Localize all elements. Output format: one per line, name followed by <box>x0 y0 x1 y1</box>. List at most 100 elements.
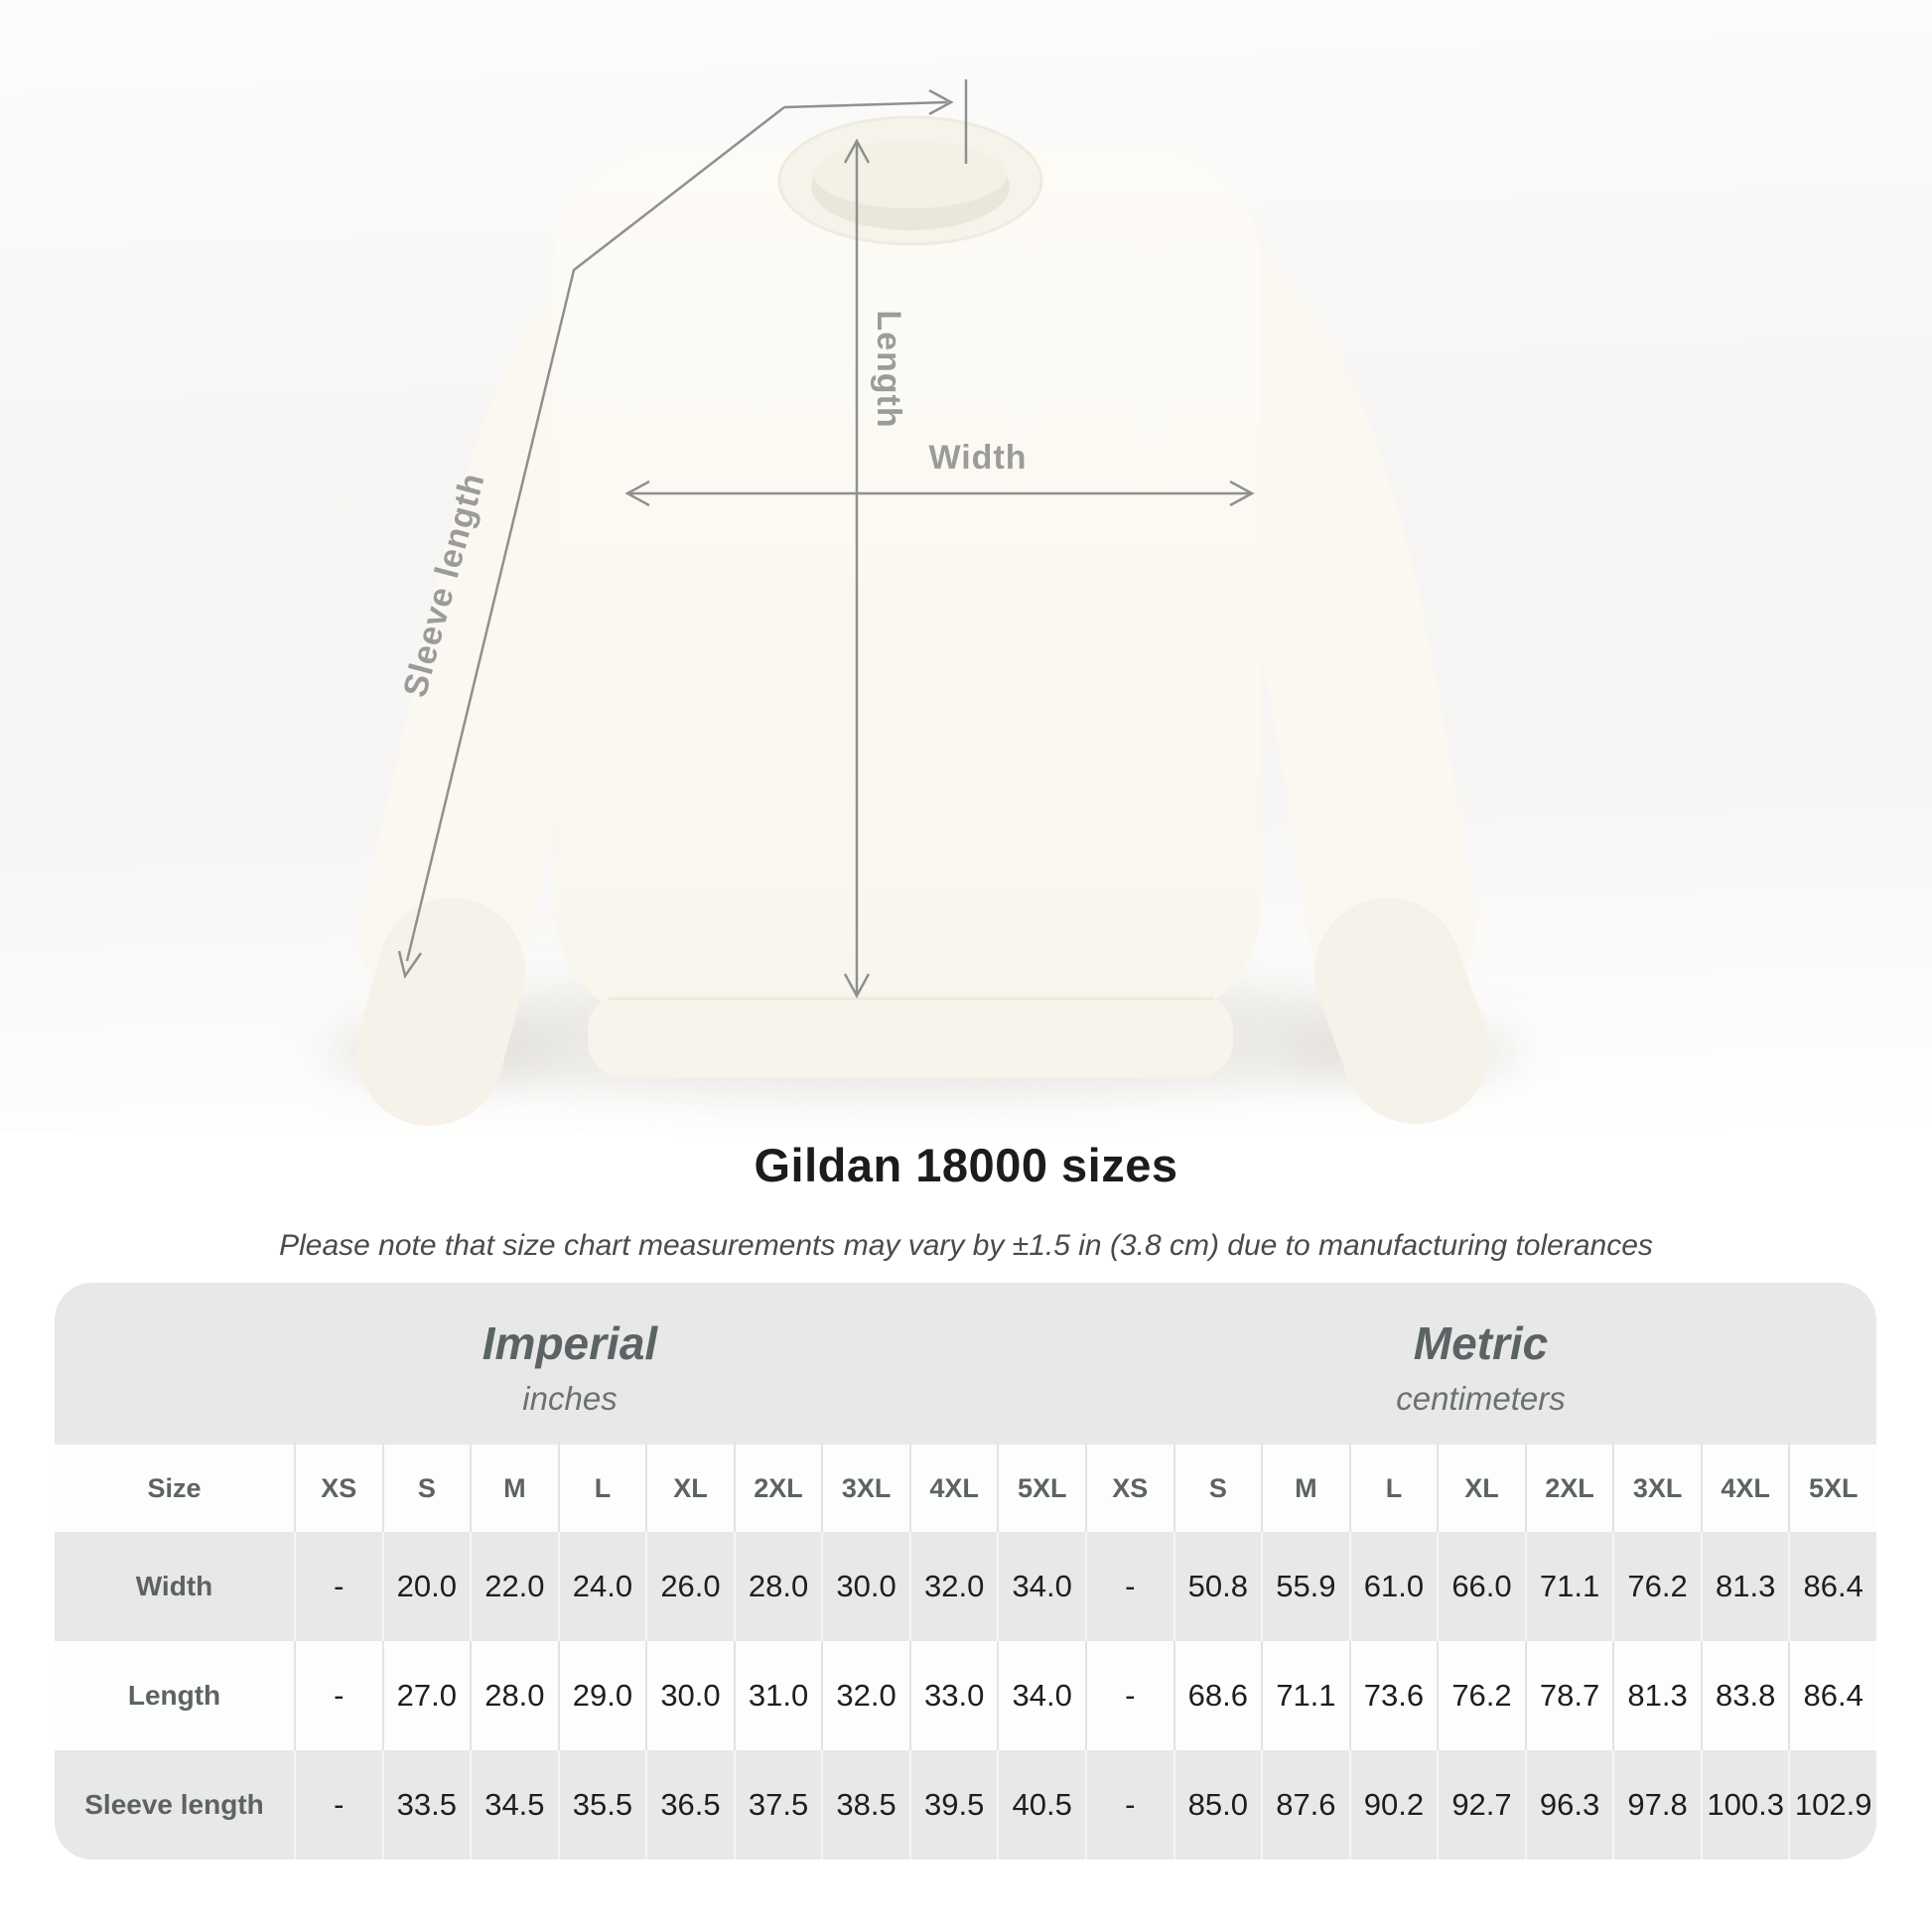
right-cuff <box>1314 897 1489 1124</box>
value-cell: 26.0 <box>645 1532 734 1641</box>
value-cell: 22.0 <box>470 1532 558 1641</box>
value-cell: 86.4 <box>1788 1532 1876 1641</box>
arrowhead-right <box>928 88 954 116</box>
value-cell: 30.0 <box>821 1532 909 1641</box>
value-cell: 28.0 <box>733 1532 822 1641</box>
value-cell: 35.5 <box>557 1750 646 1860</box>
value-cell: - <box>294 1641 382 1750</box>
collar-seam <box>777 115 1043 246</box>
size-header: 5XL <box>997 1445 1085 1532</box>
length-label: Length <box>870 310 907 428</box>
value-cell: 61.0 <box>1348 1532 1438 1641</box>
size-header: 4XL <box>1700 1445 1789 1532</box>
size-header: XL <box>1437 1445 1525 1532</box>
value-cell: 33.0 <box>908 1641 998 1750</box>
unit-section-header: Imperial inches Metric centimeters <box>55 1283 1876 1445</box>
value-cell: 27.0 <box>381 1641 471 1750</box>
value-cell: 76.2 <box>1437 1641 1525 1750</box>
value-cell: - <box>1085 1532 1173 1641</box>
size-column-header: Size <box>147 1472 202 1503</box>
size-header-row: Size XS S M L XL 2XL 3XL 4XL 5XL XS S M … <box>55 1445 1876 1532</box>
value-cell: - <box>294 1750 382 1860</box>
size-header: L <box>1348 1445 1438 1532</box>
sweatshirt-measurement-diagram: Length Width Sleeve length <box>323 79 1521 1126</box>
metric-section-header: Metric centimeters <box>1085 1283 1876 1445</box>
hem-band <box>588 994 1233 1077</box>
value-cell: 90.2 <box>1348 1750 1438 1860</box>
value-cell: 39.5 <box>908 1750 998 1860</box>
arrowhead-left <box>624 480 650 507</box>
imperial-section-header: Imperial inches <box>55 1283 1085 1445</box>
size-table: Imperial inches Metric centimeters Size … <box>55 1283 1876 1860</box>
value-cell: 55.9 <box>1261 1532 1349 1641</box>
value-cell: 28.0 <box>470 1641 558 1750</box>
metric-units: centimeters <box>1396 1379 1566 1417</box>
value-cell: 29.0 <box>557 1641 646 1750</box>
value-cell: 32.0 <box>821 1641 909 1750</box>
page-title: Gildan 18000 sizes <box>754 1139 1178 1191</box>
size-header: L <box>557 1445 646 1532</box>
value-cell: 24.0 <box>557 1532 646 1641</box>
imperial-units: inches <box>522 1379 618 1417</box>
value-cell: 40.5 <box>997 1750 1085 1860</box>
table-row-length: Length - 27.0 28.0 29.0 30.0 31.0 32.0 3… <box>55 1641 1876 1750</box>
value-cell: 30.0 <box>645 1641 734 1750</box>
sweatshirt <box>356 115 1489 1126</box>
table-row-width: Width - 20.0 22.0 24.0 26.0 28.0 30.0 32… <box>55 1532 1876 1641</box>
value-cell: - <box>1085 1750 1173 1860</box>
value-cell: 81.3 <box>1612 1641 1701 1750</box>
value-cell: 20.0 <box>381 1532 471 1641</box>
size-header: S <box>381 1445 471 1532</box>
size-header: XS <box>1085 1445 1173 1532</box>
value-cell: 96.3 <box>1524 1750 1613 1860</box>
arrowhead-sleeve <box>397 950 423 980</box>
value-cell: 92.7 <box>1437 1750 1525 1860</box>
value-cell: 34.5 <box>470 1750 558 1860</box>
measurement-lines <box>397 79 1255 999</box>
arrowhead-down <box>843 973 871 999</box>
size-header: XL <box>645 1445 734 1532</box>
left-cuff <box>356 897 525 1126</box>
row-label: Length <box>127 1680 221 1711</box>
value-cell: 68.6 <box>1173 1641 1262 1750</box>
value-cell: 83.8 <box>1700 1641 1789 1750</box>
table-row-sleeve-length: Sleeve length - 33.5 34.5 35.5 36.5 37.5… <box>55 1750 1876 1860</box>
value-cell: 37.5 <box>733 1750 822 1860</box>
collar-back <box>814 141 1007 208</box>
value-cell: 34.0 <box>997 1641 1085 1750</box>
metric-title: Metric <box>1413 1316 1549 1369</box>
imperial-title: Imperial <box>482 1316 658 1369</box>
value-cell: 73.6 <box>1348 1641 1438 1750</box>
arrowhead-right2 <box>1229 480 1255 507</box>
value-cell: 76.2 <box>1612 1532 1701 1641</box>
product-photo: Length Width Sleeve length <box>0 0 1932 1132</box>
size-header: 4XL <box>908 1445 998 1532</box>
value-cell: 36.5 <box>645 1750 734 1860</box>
value-cell: 31.0 <box>733 1641 822 1750</box>
value-cell: - <box>1085 1641 1173 1750</box>
value-cell: 102.9 <box>1788 1750 1876 1860</box>
value-cell: - <box>294 1532 382 1641</box>
size-header: 3XL <box>821 1445 909 1532</box>
arrowhead-up <box>843 138 871 164</box>
value-cell: 97.8 <box>1612 1750 1701 1860</box>
size-header: 3XL <box>1612 1445 1701 1532</box>
row-label: Sleeve length <box>84 1789 264 1820</box>
value-cell: 85.0 <box>1173 1750 1262 1860</box>
tolerance-note: Please note that size chart measurements… <box>279 1229 1653 1262</box>
size-header: S <box>1173 1445 1262 1532</box>
value-cell: 32.0 <box>908 1532 998 1641</box>
value-cell: 34.0 <box>997 1532 1085 1641</box>
size-header: M <box>1261 1445 1349 1532</box>
value-cell: 78.7 <box>1524 1641 1613 1750</box>
value-cell: 100.3 <box>1700 1750 1789 1860</box>
value-cell: 50.8 <box>1173 1532 1262 1641</box>
body <box>554 147 1261 1026</box>
size-header: XS <box>294 1445 382 1532</box>
value-cell: 38.5 <box>821 1750 909 1860</box>
width-label: Width <box>928 439 1027 477</box>
value-cell: 86.4 <box>1788 1641 1876 1750</box>
value-cell: 66.0 <box>1437 1532 1525 1641</box>
row-label: Width <box>135 1571 213 1601</box>
